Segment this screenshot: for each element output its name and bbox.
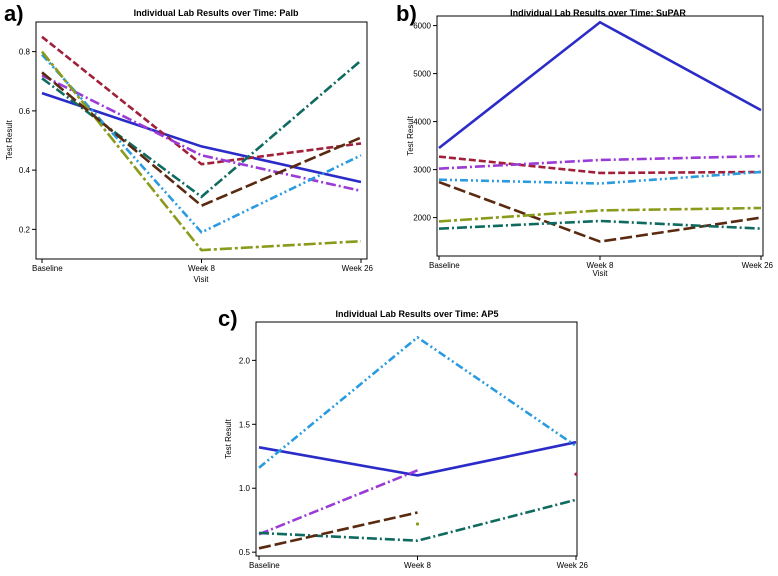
series-line-subject-blue [41, 91, 362, 184]
x-tick-label: Week 8 [188, 264, 216, 273]
y-tick-label: 6000 [413, 22, 431, 31]
x-tick-label: Week 26 [342, 264, 374, 273]
y-tick-label: 2000 [413, 214, 431, 223]
y-tick-label: 2.0 [239, 356, 251, 365]
y-tick-label: 1.5 [239, 420, 251, 429]
y-tick-label: 0.6 [19, 107, 31, 116]
x-ticks-supar: Baseline Week 8 Week 26 [429, 256, 774, 270]
x-tick-label: Baseline [429, 261, 460, 270]
series-line-subject-brown [438, 180, 762, 243]
y-tick-label: 5000 [413, 70, 431, 79]
y-tick-label: 0.2 [19, 225, 31, 234]
y-axis-label-supar: Test Result [406, 115, 415, 155]
y-ticks-ap5: 0.5 1.0 1.5 2.0 [239, 356, 256, 557]
series-line-subject-purple [258, 469, 418, 536]
chart-panel-supar: b) Individual Lab Results over Time: SuP… [396, 1, 774, 278]
series-line-subject-lightblue [258, 335, 577, 469]
series-group-supar [438, 20, 762, 243]
x-tick-label: Week 8 [587, 261, 615, 270]
y-ticks-supar: 2000 3000 4000 5000 6000 [413, 22, 437, 223]
series-point-subject-olive [415, 522, 420, 526]
series-line-subject-brown [41, 71, 362, 208]
series-line-subject-purple [41, 74, 362, 193]
chart-title-palb: Individual Lab Results over Time: Palb [134, 8, 299, 18]
x-ticks-ap5: Baseline Week 8 Week 26 [249, 556, 589, 570]
x-tick-label: Week 26 [557, 561, 589, 570]
y-tick-label: 4000 [413, 118, 431, 127]
series-line-subject-blue [258, 440, 577, 477]
chart-title-supar: Individual Lab Results over Time: SuPAR [510, 8, 686, 18]
chart-panel-ap5: c) Individual Lab Results over Time: AP5… [218, 306, 589, 570]
series-line-subject-teal [438, 219, 762, 230]
series-group-palb [40, 35, 362, 252]
x-tick-label: Week 26 [742, 261, 774, 270]
x-tick-label: Baseline [249, 561, 280, 570]
x-tick-label: Week 8 [404, 561, 432, 570]
y-tick-label: 0.8 [19, 48, 31, 57]
x-ticks-palb: Baseline Week 8 Week 26 [32, 259, 374, 273]
x-axis-label-palb: Visit [194, 275, 210, 284]
y-tick-label: 0.4 [19, 166, 31, 175]
series-line-subject-blue [438, 20, 762, 150]
y-tick-label: 3000 [413, 166, 431, 175]
series-group-ap5 [258, 335, 578, 550]
y-axis-label-ap5: Test Result [224, 418, 233, 458]
series-line-subject-purple [438, 154, 762, 170]
series-line-subject-red [438, 155, 762, 175]
series-line-subject-red [41, 35, 362, 166]
series-line-subject-lightblue [41, 53, 362, 234]
series-line-subject-lightblue [438, 170, 762, 185]
panel-label-a: a) [4, 1, 24, 26]
plot-area-ap5 [255, 321, 578, 557]
series-point-subject-red [574, 472, 578, 476]
series-line-subject-olive [438, 206, 762, 223]
y-tick-label: 1.0 [239, 484, 251, 493]
chart-panel-palb: a) Individual Lab Results over Time: Pal… [4, 1, 374, 284]
series-line-subject-teal [41, 59, 362, 199]
series-line-subject-brown [258, 511, 418, 550]
x-tick-label: Baseline [32, 264, 63, 273]
y-tick-label: 0.5 [239, 548, 251, 557]
y-ticks-palb: 0.2 0.4 0.6 0.8 [19, 48, 36, 234]
x-axis-label-supar: Visit [593, 269, 609, 278]
chart-title-ap5: Individual Lab Results over Time: AP5 [335, 309, 498, 319]
plot-area-supar [436, 15, 764, 257]
panel-label-b: b) [396, 1, 417, 26]
panel-label-c: c) [218, 306, 238, 331]
plot-area-palb [35, 21, 368, 260]
y-axis-label-palb: Test Result [5, 119, 14, 159]
series-line-subject-teal [258, 498, 577, 542]
